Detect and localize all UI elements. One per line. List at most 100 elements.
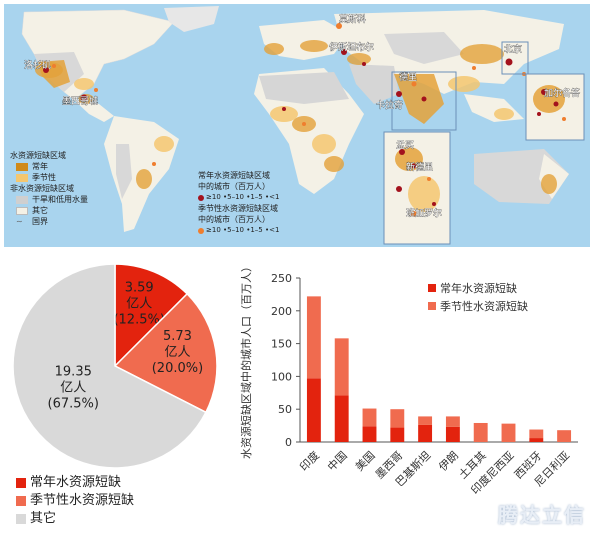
seasonal-patches [74,76,514,154]
legend-swatch [16,478,26,488]
inset-box-south-asia [391,71,457,131]
x-tick-label: 中国 [325,449,350,474]
bar-segment [418,424,433,442]
legend-label: 其它 [32,206,48,215]
legend-item-other: 其它 [10,205,126,216]
pie-slice-label: 5.73 亿人(20.0%) [152,329,203,376]
land-greenland [164,6,219,32]
legend-swatch [16,514,26,524]
map-legend: 水资源短缺区域 常年 季节性 非水资源短缺区域 干旱和低用水量 其它 ∼ 国界 [10,150,126,227]
legend-label: 季节性 [32,173,56,182]
bar-segment [390,409,405,428]
legend-label: 其它 [30,511,57,526]
legend-swatch [16,206,28,215]
legend-item-border: ∼ 国界 [10,216,126,227]
city-size-legend: 常年水资源短缺区域 中的城市（百万人） ≥10 •5–10 •1–5 •<1 季… [198,170,318,236]
map-label-moscow: 莫斯科 [339,13,366,25]
legend-label: 季节性水资源短缺 [30,493,135,508]
legend-swatch [16,162,28,171]
world-map: 莫斯科 伊斯坦布尔 洛杉矶 墨西哥城 卡拉奇 北京 德里 加尔各答 孟买 班加罗… [4,4,590,247]
legend-label: 常年水资源短缺 [30,475,122,490]
city-legend-perennial-dots: ≥10 •5–10 •1–5 •<1 [198,192,318,203]
legend-swatch [16,195,28,204]
legend-label: 干旱和低用水量 [32,195,88,204]
bar-segment [445,426,460,442]
legend-swatch [16,496,26,506]
city-dots [43,23,526,166]
city-legend-seasonal-sizes: ≥10 •5–10 •1–5 •<1 [206,226,280,234]
bar-segment [445,416,460,427]
map-label-mexico-city: 墨西哥城 [62,96,98,107]
y-tick-label: 150 [271,338,292,351]
city-legend-seasonal-title: 季节性水资源短缺区域 中的城市（百万人） [198,204,278,224]
pie-slice [113,292,218,414]
legend-scarce-title: 水资源短缺区域 [10,151,66,160]
bar-segment [473,422,488,442]
pie-slice-label: 3.59 亿人(12.5%) [113,281,164,328]
legend-item-seasonal: 季节性 [10,172,126,183]
bar-segment [334,338,349,396]
bar-segment [306,296,321,379]
bar-segment [529,438,544,442]
pie-slice [12,263,207,469]
legend-label: 国界 [32,217,48,226]
legend-swatch [16,173,28,182]
pie-slice-label: 19.35 亿人(67.5%) [48,365,99,412]
bar-segment [390,427,405,442]
y-tick-label: 200 [271,305,292,318]
pie-chart: 3.59 亿人(12.5%) 5.73 亿人(20.0%) 19.35 亿人(67.5%) [0,252,230,532]
map-label-istanbul: 伊斯坦布尔 [329,41,374,53]
land-central-asia-dry [384,32,464,64]
legend-swatch [428,284,436,292]
inset-china-patches [533,85,566,121]
pie-legend-item-perennial: 常年水资源短缺 [16,474,134,492]
map-label-new-delhi: 新德里 [406,161,433,173]
legend-label: 常年水资源短缺 [440,281,517,295]
land-arabia [349,64,399,104]
bar-segment [529,429,544,439]
bar-segment [418,416,433,425]
dot-icon [198,227,204,234]
land-se-asia [464,94,524,122]
legend-item-arid: 干旱和低用水量 [10,194,126,205]
legend-item-perennial: 常年 [10,161,126,172]
legend-label: 常年 [32,162,48,171]
y-tick-label: 250 [271,272,292,285]
inset-india-patches [395,147,440,217]
bar-segment [362,426,377,442]
map-graphic: 莫斯科 伊斯坦布尔 洛杉矶 墨西哥城 卡拉奇 北京 德里 加尔各答 孟买 班加罗… [21,6,585,245]
map-label-kolkata: 加尔各答 [544,87,580,99]
land-central-america [74,100,114,122]
pie-legend-item-seasonal: 季节性水资源短缺 [16,492,134,510]
land-south-asia [394,74,444,124]
pie-svg: 3.59 亿人(12.5%)5.73 亿人(20.0%) 19.35 亿人(67.5%) [12,263,218,469]
land-sahara [259,72,349,104]
pie-legend-item-other: 其它 [16,510,134,528]
bar-segment [306,378,321,442]
bar-segment [334,395,349,442]
map-label-mumbai: 孟买 [396,140,414,151]
bar-segment [362,408,377,427]
pie-slice [114,263,189,368]
land-sa-dry [116,144,132,199]
city-legend-seasonal-dots: ≥10 •5–10 •1–5 •<1 [198,225,318,236]
legend-nonscarce-title: 非水资源短缺区域 [10,184,74,193]
city-legend-perennial-sizes: ≥10 •5–10 •1–5 •<1 [206,193,280,201]
dot-icon [198,194,204,201]
y-tick-label: 50 [278,403,292,416]
map-label-beijing: 北京 [504,43,522,55]
bar-segment [557,430,572,442]
pie-legend: 常年水资源短缺 季节性水资源短缺 其它 [16,474,134,528]
y-tick-label: 0 [285,436,292,449]
y-tick-label: 100 [271,370,292,383]
border-line-icon: ∼ [16,217,23,226]
bar-segment [501,423,516,442]
legend-label: 季节性水资源短缺 [440,299,528,313]
bar-chart: 0 50 100 150 200 250 水资源短缺区域中的城市人口（百万人） 印度 中国 美国墨… [228,258,590,532]
map-label-bangalore: 班加罗尔 [406,207,442,219]
map-label-delhi: 德里 [399,71,417,83]
city-legend-perennial-title: 常年水资源短缺区域 中的城市（百万人） [198,171,270,191]
x-tick-label: 印度 [297,448,322,473]
map-label-los-angeles: 洛杉矶 [24,59,51,71]
